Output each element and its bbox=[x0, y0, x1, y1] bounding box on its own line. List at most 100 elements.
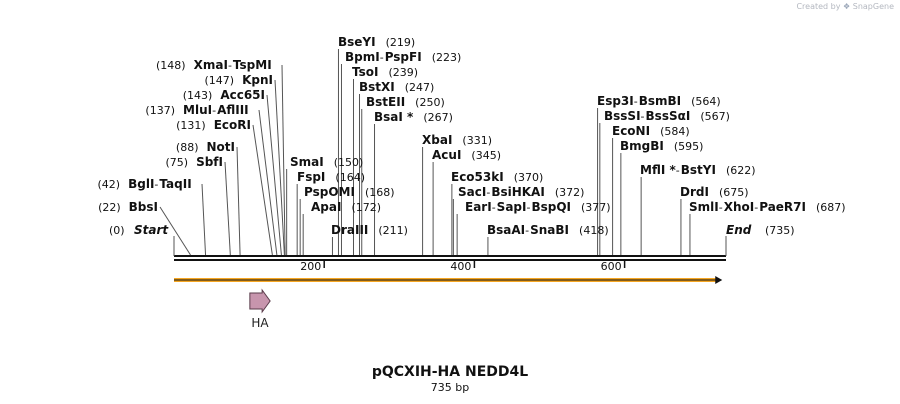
site-connector bbox=[224, 161, 231, 256]
enzyme-name: SapI bbox=[497, 200, 527, 214]
site-pos-label: (131) bbox=[176, 119, 206, 132]
snapgene-logo-icon: ❖ bbox=[843, 2, 851, 11]
site-pos-label: (239) bbox=[388, 66, 418, 79]
site-pos-label: (567) bbox=[700, 110, 730, 123]
enzyme-name: XhoI bbox=[724, 200, 755, 214]
site-pos-label: (168) bbox=[365, 186, 395, 199]
enzyme-name: TaqII bbox=[159, 177, 191, 191]
enzyme-name: BssSαI bbox=[646, 109, 691, 123]
site-separator: - bbox=[212, 104, 216, 117]
tick-label: 600 bbox=[601, 260, 622, 273]
enzyme-name: PspFI bbox=[385, 50, 422, 64]
site-separator: - bbox=[676, 164, 680, 177]
site-pos-label: (143) bbox=[183, 89, 213, 102]
enzyme-name: BsaI * bbox=[374, 110, 414, 124]
site-pos-label: (211) bbox=[378, 224, 408, 237]
site-pos-label: (622) bbox=[726, 164, 756, 177]
site-pos-label: (595) bbox=[674, 140, 704, 153]
site-connector bbox=[201, 183, 207, 256]
feature-arrow bbox=[249, 288, 271, 314]
site-pos-label: (42) bbox=[98, 178, 121, 191]
site-separator: - bbox=[228, 59, 232, 72]
enzyme-name: PaeR7I bbox=[759, 200, 806, 214]
end-pos-label: (735) bbox=[765, 224, 795, 237]
enzyme-name: SmlI bbox=[689, 200, 719, 214]
orf-arrowhead bbox=[715, 276, 723, 284]
site-pos-label: (331) bbox=[462, 134, 492, 147]
enzyme-name: DrdI bbox=[680, 185, 709, 199]
site-pos-label: (172) bbox=[351, 201, 381, 214]
site-pos-label: (564) bbox=[691, 95, 721, 108]
enzyme-name: TsoI bbox=[352, 65, 378, 79]
start-pos-label: (0) bbox=[109, 224, 125, 237]
site-separator: - bbox=[380, 51, 384, 64]
enzyme-name: XmaI bbox=[194, 58, 228, 72]
site-pos-label: (267) bbox=[423, 111, 453, 124]
enzyme-name: XbaI bbox=[422, 133, 452, 147]
site-separator: - bbox=[526, 201, 530, 214]
enzyme-name: MflI * bbox=[640, 163, 676, 177]
enzyme-name: NotI bbox=[207, 140, 236, 154]
site-pos-label: (137) bbox=[145, 104, 175, 117]
site-separator: - bbox=[754, 201, 758, 214]
enzyme-name: BbsI bbox=[129, 200, 158, 214]
start-label: Start bbox=[134, 223, 169, 237]
enzyme-name: Acc65I bbox=[220, 88, 265, 102]
tick-label: 200 bbox=[300, 260, 321, 273]
enzyme-name: MluI bbox=[183, 103, 212, 117]
site-pos-label: (219) bbox=[386, 36, 416, 49]
site-separator: - bbox=[154, 178, 158, 191]
site-separator: - bbox=[634, 95, 638, 108]
enzyme-name: BmgBI bbox=[620, 139, 664, 153]
site-pos-label: (377) bbox=[581, 201, 611, 214]
feature-track: HA bbox=[174, 276, 723, 330]
enzyme-name: SmaI bbox=[290, 155, 324, 169]
credit-prefix: Created by bbox=[796, 2, 841, 11]
enzyme-name: EarI bbox=[465, 200, 492, 214]
enzyme-name: BssSI bbox=[604, 109, 641, 123]
site-pos-label: (345) bbox=[471, 149, 501, 162]
enzyme-name: PspOMI bbox=[304, 185, 355, 199]
enzyme-name: BspQI bbox=[531, 200, 571, 214]
site-separator: - bbox=[525, 224, 529, 237]
site-connector bbox=[281, 64, 286, 256]
site-pos-label: (164) bbox=[335, 171, 365, 184]
site-pos-label: (584) bbox=[660, 125, 690, 138]
enzyme-name: FspI bbox=[297, 170, 325, 184]
enzyme-labels: (0) Start End (735) (148) XmaI - TspMI (147) Kp… bbox=[98, 35, 846, 237]
enzyme-name: BsmBI bbox=[639, 94, 681, 108]
enzyme-name: AcuI bbox=[432, 148, 461, 162]
enzyme-name: SnaBI bbox=[530, 223, 569, 237]
site-pos-label: (250) bbox=[415, 96, 445, 109]
site-connector bbox=[236, 146, 241, 256]
site-pos-label: (22) bbox=[98, 201, 121, 214]
site-connector bbox=[159, 206, 191, 256]
enzyme-name: EcoNI bbox=[612, 124, 650, 138]
enzyme-name: AflIII bbox=[217, 103, 249, 117]
site-pos-label: (418) bbox=[579, 224, 609, 237]
enzyme-name: Eco53kI bbox=[451, 170, 504, 184]
site-connector bbox=[258, 109, 278, 256]
enzyme-name: Esp3I bbox=[597, 94, 634, 108]
dna-backbone bbox=[174, 255, 726, 261]
end-label: End bbox=[726, 223, 752, 237]
site-pos-label: (147) bbox=[205, 74, 235, 87]
site-separator: - bbox=[641, 110, 645, 123]
tick-label: 400 bbox=[450, 260, 471, 273]
site-connector bbox=[266, 94, 282, 256]
enzyme-name: BpmI bbox=[345, 50, 380, 64]
enzyme-name: EcoRI bbox=[214, 118, 251, 132]
credit-brand: SnapGene bbox=[852, 2, 894, 11]
enzyme-name: BsaAI bbox=[487, 223, 525, 237]
feature-label: HA bbox=[251, 316, 269, 330]
enzyme-name: BseYI bbox=[338, 35, 376, 49]
site-pos-label: (372) bbox=[555, 186, 585, 199]
enzyme-name: SbfI bbox=[196, 155, 223, 169]
site-pos-label: (150) bbox=[334, 156, 364, 169]
enzyme-name: BstYI bbox=[681, 163, 716, 177]
enzyme-name: BsiHKAI bbox=[491, 185, 545, 199]
site-pos-label: (247) bbox=[405, 81, 435, 94]
enzyme-name: DraIII bbox=[331, 223, 368, 237]
site-connector bbox=[252, 124, 273, 256]
